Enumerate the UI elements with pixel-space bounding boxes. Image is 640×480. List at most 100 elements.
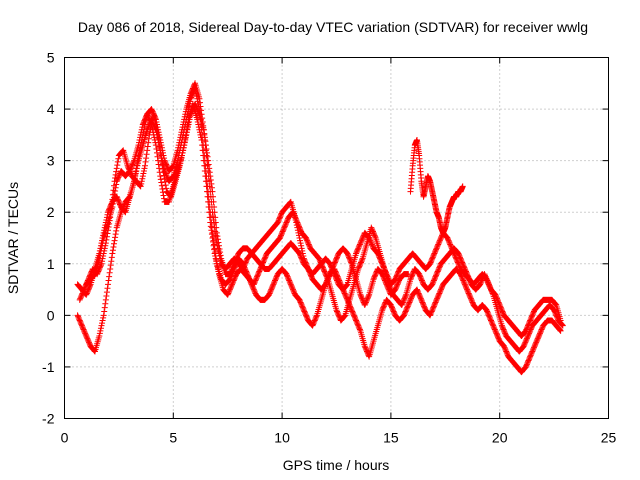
- data-point: [211, 204, 218, 211]
- data-point: [278, 231, 285, 238]
- data-point: [209, 235, 216, 241]
- data-point: [299, 303, 306, 310]
- data-point: [558, 321, 565, 328]
- data-point: [523, 336, 530, 343]
- data-point: [334, 254, 341, 261]
- data-point: [86, 340, 93, 347]
- data-point: [203, 183, 210, 190]
- data-point: [205, 161, 212, 168]
- data-point: [436, 289, 443, 296]
- data-point: [187, 95, 194, 102]
- data-point: [372, 271, 379, 278]
- data-point: [380, 273, 387, 280]
- data-point: [100, 312, 107, 319]
- data-point: [428, 256, 435, 263]
- data-point: [96, 332, 103, 339]
- data-point: [446, 238, 453, 245]
- data-point: [292, 215, 299, 222]
- data-point: [275, 216, 282, 223]
- data-point: [277, 213, 284, 220]
- data-point: [231, 259, 238, 266]
- data-point: [140, 118, 147, 125]
- data-point: [133, 165, 140, 172]
- data-point: [97, 327, 104, 334]
- data-point: [214, 233, 221, 240]
- data-point: [226, 286, 233, 293]
- data-point: [151, 134, 158, 141]
- data-point: [159, 162, 166, 169]
- data-point: [81, 286, 88, 293]
- data-point: [78, 322, 85, 329]
- data-point: [468, 296, 475, 303]
- data-point: [357, 293, 364, 300]
- data-point: [150, 111, 157, 118]
- data-point: [91, 271, 98, 278]
- data-point: [201, 162, 208, 169]
- data-point: [525, 357, 532, 364]
- data-point: [251, 280, 258, 287]
- data-point: [522, 363, 529, 370]
- data-point: [341, 313, 348, 320]
- data-point: [210, 237, 217, 244]
- data-point: [469, 299, 476, 306]
- data-point: [379, 272, 386, 279]
- data-point: [356, 263, 363, 270]
- data-point: [81, 285, 88, 292]
- data-point: [138, 129, 145, 136]
- data-point: [217, 249, 224, 256]
- data-point: [486, 314, 493, 321]
- data-point: [210, 198, 217, 205]
- data-point: [262, 254, 269, 261]
- data-point: [179, 152, 186, 159]
- data-point: [76, 317, 83, 324]
- data-point: [297, 240, 304, 247]
- data-point: [427, 259, 434, 266]
- data-point: [358, 294, 365, 301]
- data-point: [436, 290, 443, 297]
- data-point: [200, 126, 207, 133]
- data-point: [187, 111, 194, 118]
- data-point: [408, 274, 415, 281]
- data-point: [111, 237, 118, 244]
- data-point: [379, 307, 386, 314]
- data-point: [288, 282, 295, 289]
- data-point: [332, 256, 339, 263]
- data-point: [491, 325, 498, 332]
- data-point: [143, 151, 150, 158]
- data-point: [484, 277, 491, 284]
- data-point: [355, 244, 362, 251]
- data-point: [149, 108, 156, 115]
- data-point: [157, 173, 164, 180]
- data-point: [554, 314, 561, 321]
- data-point: [210, 233, 217, 240]
- data-point: [536, 330, 543, 337]
- data-point: [85, 339, 92, 346]
- data-point: [81, 327, 88, 334]
- data-point: [465, 290, 472, 297]
- data-point: [99, 242, 106, 249]
- data-point: [101, 308, 108, 315]
- data-point: [148, 121, 155, 128]
- data-point: [459, 276, 466, 283]
- data-point: [460, 263, 467, 270]
- data-point: [460, 277, 467, 284]
- data-point: [286, 277, 293, 284]
- data-point: [204, 193, 211, 200]
- data-point: [318, 260, 325, 267]
- data-point: [113, 227, 120, 234]
- data-point: [267, 287, 274, 294]
- data-point: [149, 126, 156, 133]
- data-point: [329, 264, 336, 271]
- data-point: [130, 160, 137, 167]
- data-point: [524, 360, 531, 367]
- data-point: [552, 311, 559, 318]
- data-point: [419, 300, 426, 307]
- data-point: [254, 273, 261, 280]
- data-point: [100, 237, 107, 244]
- data-point: [282, 222, 289, 229]
- data-point: [180, 147, 187, 154]
- data-point: [289, 285, 296, 292]
- data-point: [490, 322, 497, 329]
- data-point: [233, 255, 240, 262]
- data-point: [216, 245, 223, 252]
